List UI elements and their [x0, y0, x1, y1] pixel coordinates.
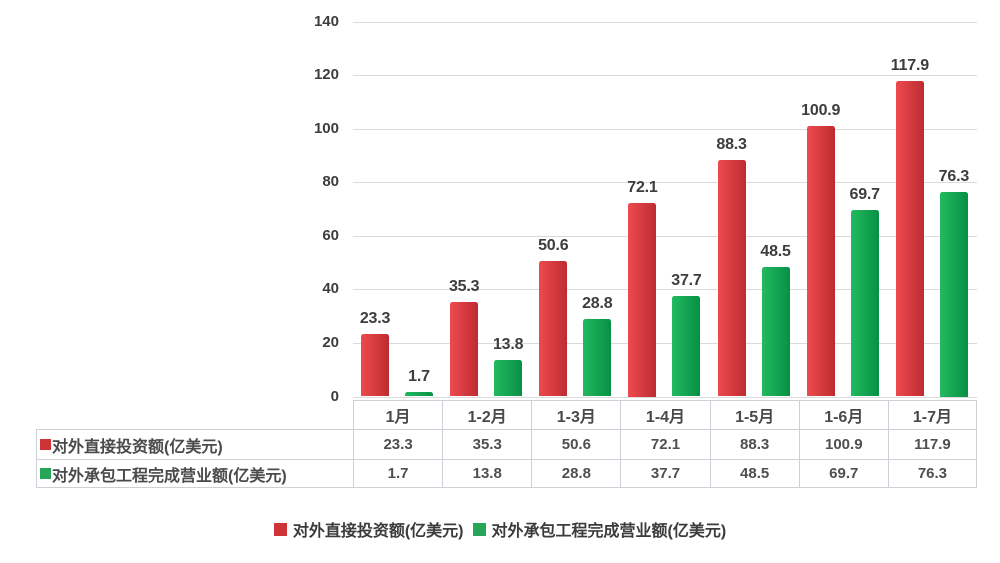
plot-area: 0 20 40 60 80 100 120 140 23.3 35.3 50.6 72.1 88.3 10…	[313, 12, 977, 405]
table-value-cell: 72.1	[620, 429, 710, 459]
table-category-cell: 1-5月	[709, 400, 799, 429]
table-value-cell: 76.3	[887, 459, 977, 488]
table-category-cell: 1-6月	[798, 400, 888, 429]
gridline	[353, 21, 977, 23]
bar-series-2-cat-3	[583, 319, 612, 397]
bar-value-label: 48.5	[760, 242, 791, 260]
y-axis-tick-label: 60	[322, 226, 339, 244]
y-axis-tick-label: 120	[313, 66, 339, 84]
bar-series-1-cat-3	[539, 260, 568, 397]
table-corner-blank	[36, 400, 353, 429]
bar-series-2-cat-6	[850, 209, 879, 397]
bar-series-1-cat-1	[361, 334, 389, 397]
table-category-cell: 1-2月	[442, 400, 532, 429]
gridline	[353, 75, 977, 77]
legend-label: 对外承包工程完成营业额(亿美元)	[491, 523, 727, 540]
table-value-cell: 13.8	[442, 459, 532, 488]
bar-value-label: 50.6	[538, 236, 569, 254]
table-row-header: 对外直接投资额(亿美元)	[36, 429, 353, 459]
legend-label: 对外直接投资额(亿美元)	[292, 523, 464, 540]
bar-series-2-cat-5	[761, 266, 790, 397]
table-value-cell: 1.7	[353, 459, 443, 488]
gridline	[353, 342, 977, 344]
legend-item: 对外承包工程完成营业额(亿美元)	[472, 517, 727, 541]
table-row-header: 对外承包工程完成营业额(亿美元)	[36, 459, 353, 488]
y-axis-tick-label: 40	[322, 280, 339, 298]
table-value-cell: 100.9	[798, 429, 888, 459]
bar-value-label: 1.7	[408, 367, 430, 385]
y-axis-tick-label: 80	[322, 173, 339, 191]
gridline	[353, 235, 977, 237]
table-value-cell: 23.3	[353, 429, 443, 459]
bar-series-1-cat-7	[895, 80, 924, 397]
table-category-cell: 1-4月	[620, 400, 710, 429]
table-value-cell: 69.7	[798, 459, 888, 488]
bar-series-1-cat-5	[717, 159, 746, 397]
table-row-header-label: 对外直接投资额(亿美元)	[52, 438, 223, 456]
bar-value-label: 13.8	[492, 335, 524, 353]
bar-series-1-cat-6	[806, 126, 835, 397]
bar-value-label: 28.8	[582, 295, 613, 313]
bar-series-2-cat-4	[672, 295, 701, 397]
bar-value-label: 72.1	[627, 179, 658, 197]
table-value-cell: 88.3	[709, 429, 799, 459]
y-axis-tick-label: 0	[330, 387, 339, 405]
table-value-cell: 35.3	[442, 429, 532, 459]
table-category-cell: 1-3月	[531, 400, 621, 429]
bar-value-label: 88.3	[716, 135, 747, 153]
bar-value-label: 69.7	[849, 185, 881, 203]
chart-legend: 对外直接投资额(亿美元) 对外承包工程完成营业额(亿美元)	[0, 516, 1000, 542]
series-marker-icon	[40, 468, 51, 479]
bar-series-2-cat-1	[405, 391, 433, 397]
bar-series-1-cat-4	[628, 203, 657, 397]
table-value-cell: 48.5	[709, 459, 799, 488]
bar-value-label: 117.9	[890, 56, 929, 74]
y-axis-tick-label: 100	[313, 119, 339, 137]
gridline	[353, 289, 977, 291]
bar-value-label: 35.3	[448, 277, 480, 295]
bar-value-label: 100.9	[801, 102, 841, 120]
table-value-cell: 117.9	[887, 429, 977, 459]
gridline	[353, 396, 977, 398]
chart-data-table: 1月 1-2月 1-3月 1-4月 1-5月 1-6月 1-7月对外直接投资额(亿美元) 23…	[36, 400, 977, 488]
table-value-cell: 28.8	[531, 459, 621, 488]
legend-swatch-icon	[273, 522, 287, 536]
legend-swatch-icon	[472, 522, 486, 536]
table-value-cell: 37.7	[620, 459, 710, 488]
y-axis-tick-label: 20	[322, 333, 339, 351]
table-category-cell: 1-7月	[887, 400, 977, 429]
bar-series-2-cat-7	[939, 192, 968, 397]
gridline	[353, 128, 977, 130]
bar-series-1-cat-2	[450, 301, 479, 397]
legend-item: 对外直接投资额(亿美元)	[273, 517, 464, 541]
bar-value-label: 37.7	[671, 271, 702, 289]
bar-value-label: 76.3	[938, 168, 970, 186]
y-axis-tick-label: 140	[313, 12, 339, 30]
table-value-cell: 50.6	[531, 429, 621, 459]
bar-value-label: 23.3	[359, 310, 391, 328]
table-category-cell: 1月	[353, 400, 443, 429]
bar-series-2-cat-2	[494, 359, 523, 397]
table-row-header-label: 对外承包工程完成营业额(亿美元)	[52, 467, 287, 485]
series-marker-icon	[40, 439, 51, 450]
gridline	[353, 182, 977, 184]
